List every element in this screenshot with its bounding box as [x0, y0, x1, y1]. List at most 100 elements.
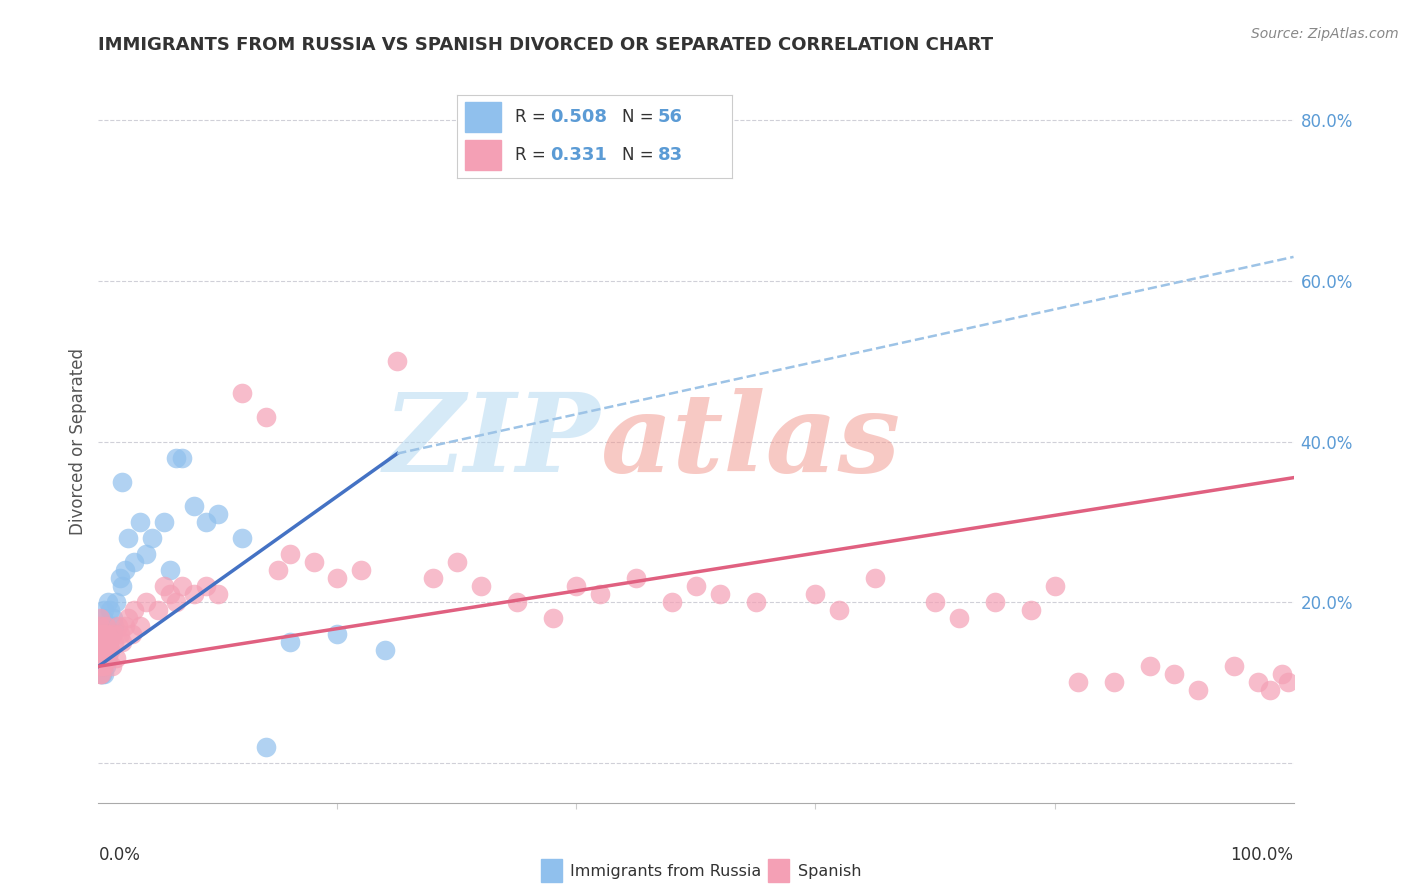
Point: [828, 603, 851, 617]
Point: [254, 410, 277, 425]
Point: [267, 563, 290, 577]
Point: [1104, 675, 1126, 690]
Bar: [541, 859, 562, 882]
Point: [100, 627, 122, 641]
Point: [1223, 659, 1246, 673]
Point: [1247, 675, 1270, 690]
Point: [91, 667, 114, 681]
Point: [1258, 683, 1281, 698]
Point: [94, 659, 117, 673]
Point: [91, 619, 114, 633]
Point: [117, 611, 139, 625]
Point: [98, 643, 122, 657]
Point: [685, 579, 707, 593]
Point: [207, 507, 229, 521]
Point: [1019, 603, 1042, 617]
Point: [153, 579, 176, 593]
Text: Immigrants from Russia: Immigrants from Russia: [571, 864, 762, 879]
Point: [326, 571, 349, 585]
Point: [135, 547, 157, 561]
Point: [254, 739, 277, 754]
Point: [183, 587, 205, 601]
Point: [89, 659, 111, 673]
Point: [89, 651, 111, 665]
Point: [865, 571, 887, 585]
Point: [709, 587, 731, 601]
Point: [124, 555, 146, 569]
Point: [1277, 675, 1299, 690]
Point: [90, 635, 112, 649]
Point: [98, 643, 122, 657]
Point: [111, 579, 134, 593]
Point: [91, 659, 114, 673]
Point: [541, 611, 564, 625]
Point: [231, 531, 253, 545]
Point: [231, 386, 253, 401]
Point: [107, 619, 129, 633]
Point: [172, 450, 194, 465]
Point: [93, 667, 115, 681]
Y-axis label: Divorced or Separated: Divorced or Separated: [69, 348, 87, 535]
Point: [589, 587, 612, 601]
Point: [93, 635, 115, 649]
Point: [422, 571, 444, 585]
Point: [97, 643, 120, 657]
Point: [1271, 667, 1294, 681]
Point: [96, 635, 118, 649]
Point: [506, 595, 529, 609]
Point: [89, 635, 111, 649]
Point: [94, 619, 117, 633]
Point: [172, 579, 194, 593]
Point: [89, 619, 111, 633]
Point: [302, 555, 325, 569]
Point: [91, 627, 114, 641]
Point: [948, 611, 970, 625]
Point: [278, 635, 301, 649]
Point: [374, 643, 396, 657]
Point: [105, 651, 128, 665]
Point: [278, 547, 301, 561]
Point: [661, 595, 683, 609]
Point: [111, 635, 134, 649]
Text: 100.0%: 100.0%: [1230, 847, 1294, 864]
Point: [90, 667, 112, 681]
Point: [626, 571, 648, 585]
Point: [153, 515, 176, 529]
Point: [96, 643, 118, 657]
Point: [1163, 667, 1185, 681]
Point: [924, 595, 946, 609]
Point: [91, 651, 114, 665]
Point: [94, 651, 117, 665]
Point: [1187, 683, 1209, 698]
Point: [98, 635, 121, 649]
Point: [103, 635, 125, 649]
Point: [91, 651, 114, 665]
Point: [100, 659, 122, 673]
Point: [135, 595, 157, 609]
Point: [108, 627, 131, 641]
Point: [121, 627, 143, 641]
Point: [565, 579, 588, 593]
Point: [96, 651, 118, 665]
Point: [93, 635, 115, 649]
Point: [1067, 675, 1090, 690]
Point: [89, 627, 111, 641]
Point: [98, 603, 122, 617]
Point: [165, 595, 187, 609]
Point: [1043, 579, 1066, 593]
Point: [97, 595, 120, 609]
Point: [159, 587, 181, 601]
Point: [89, 643, 111, 657]
Text: atlas: atlas: [600, 388, 901, 495]
Point: [165, 450, 187, 465]
Point: [114, 619, 136, 633]
Point: [159, 563, 181, 577]
Point: [1139, 659, 1161, 673]
Point: [101, 627, 124, 641]
Point: [195, 579, 218, 593]
Point: [446, 555, 468, 569]
Point: [804, 587, 827, 601]
Point: [91, 635, 114, 649]
Point: [101, 611, 124, 625]
Point: [91, 611, 114, 625]
